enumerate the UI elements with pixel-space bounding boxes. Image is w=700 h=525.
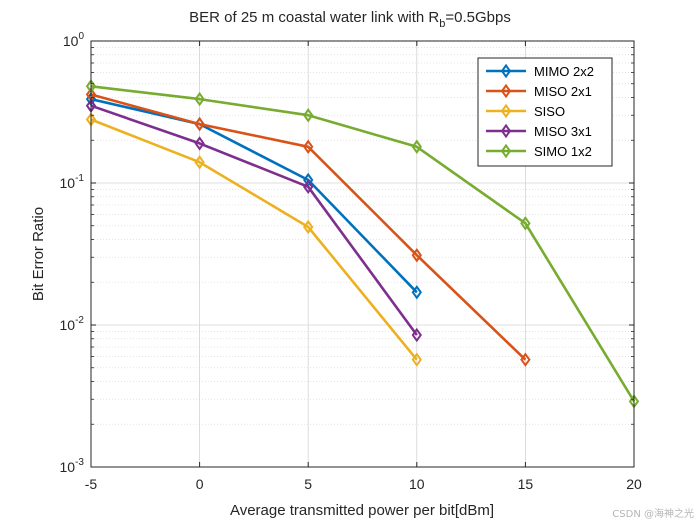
y-tick-label: 100 <box>63 31 85 49</box>
y-tick-label: 10-3 <box>60 457 85 475</box>
legend-label: MIMO 2x2 <box>534 64 594 79</box>
x-tick-label: 10 <box>409 476 425 492</box>
x-tick-label: -5 <box>85 476 98 492</box>
data-point <box>194 91 205 107</box>
data-point <box>303 219 314 235</box>
data-point <box>303 179 314 195</box>
y-axis-label: Bit Error Ratio <box>30 207 47 301</box>
series-line-miso-3x1 <box>90 104 418 336</box>
x-tick-label: 0 <box>196 476 204 492</box>
data-point <box>411 139 422 154</box>
legend-label: MISO 3x1 <box>534 124 592 139</box>
legend: MIMO 2x2 MISO 2x1 SISO MISO 3x1 SIMO 1x2 <box>477 57 613 167</box>
data-point <box>303 108 314 123</box>
data-point <box>411 285 422 300</box>
plot-frame <box>90 40 635 468</box>
series-miso-2x1 <box>85 87 531 367</box>
legend-marker <box>500 63 512 79</box>
legend-item-siso: SISO <box>486 103 565 119</box>
data-point <box>520 216 531 231</box>
legend-marker <box>500 123 512 139</box>
axis-ticks: 100 10-1 10-2 10-3-5 0 5 10 15 20 <box>60 31 642 492</box>
legend-label: SIMO 1x2 <box>534 144 592 159</box>
y-tick-label: 10-2 <box>60 315 85 333</box>
legend-marker <box>500 143 512 159</box>
y-tick-label: 10-1 <box>60 173 85 191</box>
x-tick-label: 20 <box>626 476 642 492</box>
legend-marker <box>500 83 512 99</box>
series-line-simo-1x2 <box>90 85 636 402</box>
data-point <box>194 155 205 170</box>
series-line-miso-2x1 <box>90 93 527 361</box>
data-point <box>194 136 205 151</box>
chart-title: BER of 25 m coastal water link with Rb=0… <box>189 9 511 30</box>
data-point <box>411 327 422 343</box>
data-point <box>520 352 531 367</box>
x-tick-label: 5 <box>304 476 312 492</box>
grid <box>90 40 635 468</box>
legend-item-mimo-2x2: MIMO 2x2 <box>486 63 594 79</box>
data-point <box>303 139 314 154</box>
legend-label: MISO 2x1 <box>534 84 592 99</box>
legend-item-simo-1x2: SIMO 1x2 <box>486 143 592 159</box>
data-point <box>411 248 422 263</box>
legend-item-miso-2x1: MISO 2x1 <box>486 83 592 99</box>
data-point <box>411 352 422 367</box>
x-axis-label: Average transmitted power per bit[dBm] <box>230 502 494 519</box>
legend-label: SISO <box>534 104 565 119</box>
series-line-mimo-2x2 <box>90 97 418 294</box>
watermark: CSDN @海神之光 <box>612 507 694 520</box>
legend-item-miso-3x1: MISO 3x1 <box>486 123 592 139</box>
x-tick-label: 15 <box>518 476 534 492</box>
legend-marker <box>500 103 512 119</box>
series-line-siso <box>90 118 418 361</box>
data-point <box>194 116 205 132</box>
series-layer <box>85 79 640 409</box>
